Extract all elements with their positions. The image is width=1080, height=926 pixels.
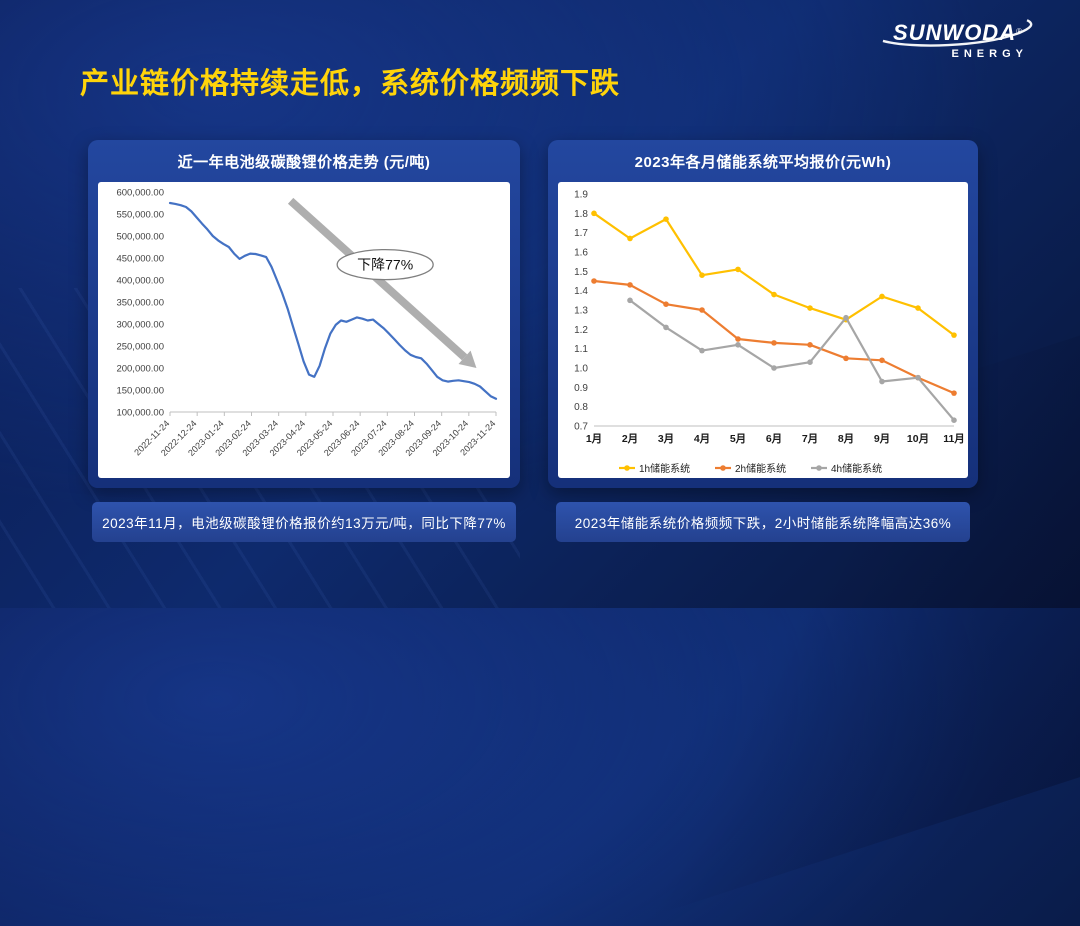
svg-text:2月: 2月: [622, 433, 638, 445]
svg-text:6月: 6月: [766, 433, 782, 445]
svg-text:1.5: 1.5: [574, 267, 588, 278]
svg-text:200,000.00: 200,000.00: [116, 364, 164, 375]
lithium-price-chart-svg: 100,000.00 150,000.00 200,000.00 250,000.00…: [116, 188, 498, 458]
svg-text:1h储能系统: 1h储能系统: [639, 462, 690, 475]
svg-text:0.7: 0.7: [574, 422, 588, 433]
svg-text:250,000.00: 250,000.00: [116, 342, 164, 353]
svg-text:1.7: 1.7: [574, 228, 588, 239]
svg-text:1.9: 1.9: [574, 190, 588, 201]
logo-brand-text: SUNWODA: [892, 20, 1017, 45]
svg-text:500,000.00: 500,000.00: [116, 232, 164, 243]
lithium-price-card: 近一年电池级碳酸锂价格走势 (元/吨) 100,000.00 150,000.00…: [88, 140, 520, 488]
lithium-price-card-title: 近一年电池级碳酸锂价格走势 (元/吨): [177, 153, 431, 171]
series-line-0: [168, 201, 498, 400]
svg-text:1.6: 1.6: [574, 248, 588, 259]
svg-text:1月: 1月: [586, 433, 602, 445]
svg-text:下降77%: 下降77%: [357, 257, 413, 273]
svg-text:4h储能系统: 4h储能系统: [831, 462, 882, 475]
storage-price-card: 2023年各月储能系统平均报价(元Wh) 0.7 0.8 0.9 1.0 1.1 1.2 1…: [548, 140, 978, 488]
svg-text:0.9: 0.9: [574, 383, 588, 394]
svg-text:11月: 11月: [943, 433, 965, 445]
svg-text:400,000.00: 400,000.00: [116, 276, 164, 287]
svg-text:3月: 3月: [658, 433, 674, 445]
series-line-2: [628, 299, 956, 422]
svg-text:4月: 4月: [694, 433, 710, 445]
svg-text:150,000.00: 150,000.00: [116, 386, 164, 397]
logo-row: SUNWODA®: [882, 18, 1033, 48]
storage-price-line-chart: 0.7 0.8 0.9 1.0 1.1 1.2 1.3 1.4 1.5 1.6 1.7 1.8 1.9 1…: [558, 182, 968, 478]
svg-text:450,000.00: 450,000.00: [116, 254, 164, 265]
series-line-0: [592, 212, 956, 337]
svg-text:1.3: 1.3: [574, 306, 588, 317]
svg-text:550,000.00: 550,000.00: [116, 210, 164, 221]
annotation-bubble: [336, 248, 434, 281]
storage-price-caption: 2023年储能系统价格频频下跌，2小时储能系统降幅高达36%: [556, 502, 970, 542]
lithium-price-caption: 2023年11月，电池级碳酸锂价格报价约13万元/吨，同比下降77%: [92, 502, 516, 542]
lithium-price-line-chart: 100,000.00 150,000.00 200,000.00 250,000.00…: [98, 182, 510, 478]
logo-energy-text: ENERGY: [951, 48, 1028, 60]
logo-swoosh-icon: [882, 19, 1033, 47]
svg-text:9月: 9月: [874, 433, 890, 445]
svg-text:1.8: 1.8: [574, 209, 588, 220]
slide-title: 产业链价格持续走低，系统价格频频下跌: [80, 68, 621, 100]
svg-text:1.0: 1.0: [574, 364, 588, 375]
svg-text:100,000.00: 100,000.00: [116, 408, 164, 419]
svg-text:350,000.00: 350,000.00: [116, 298, 164, 309]
svg-text:600,000.00: 600,000.00: [116, 188, 164, 199]
svg-text:5月: 5月: [730, 433, 746, 445]
svg-text:1.2: 1.2: [574, 325, 588, 336]
svg-text:8月: 8月: [838, 433, 854, 445]
svg-text:7月: 7月: [802, 433, 818, 445]
series-line-1: [592, 279, 956, 395]
svg-text:0.8: 0.8: [574, 402, 588, 413]
sunwoda-logo: SUNWODA® ENERGY: [882, 18, 1033, 60]
svg-text:10月: 10月: [907, 433, 929, 445]
svg-text:1.1: 1.1: [574, 344, 588, 355]
svg-text:2h储能系统: 2h储能系统: [735, 462, 786, 475]
storage-price-chart-svg: 0.7 0.8 0.9 1.0 1.1 1.2 1.3 1.4 1.5 1.6 1.7 1.8 1.9 1…: [574, 190, 965, 476]
storage-price-card-title: 2023年各月储能系统平均报价(元Wh): [634, 153, 892, 171]
svg-text:1.4: 1.4: [574, 286, 588, 297]
logo-registered-mark: ®: [1016, 26, 1022, 36]
svg-text:300,000.00: 300,000.00: [116, 320, 164, 331]
